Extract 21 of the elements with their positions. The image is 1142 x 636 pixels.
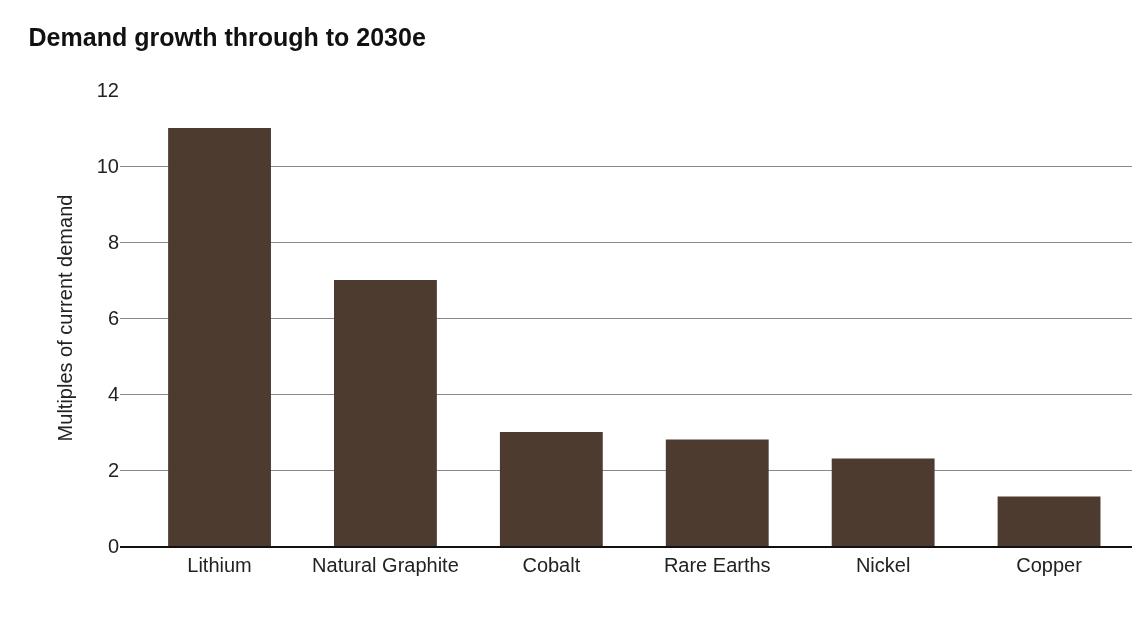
y-tick-label: 12 <box>96 79 119 101</box>
bar <box>334 280 437 546</box>
y-tick-label: 6 <box>107 307 119 329</box>
y-tick-label: 8 <box>107 231 119 253</box>
y-axis-title: Multiples of current demand <box>54 194 77 442</box>
x-tick-label: Cobalt <box>522 554 581 576</box>
chart-title: Demand growth through to 2030e <box>28 23 426 52</box>
y-tick-label: 4 <box>107 383 119 405</box>
y-tick-label: 10 <box>96 155 119 177</box>
x-tick-label: Lithium <box>187 554 252 576</box>
x-tick-label: Copper <box>1016 554 1083 576</box>
bar <box>665 439 769 546</box>
bar <box>499 432 603 546</box>
x-tick-label: Natural Graphite <box>312 554 459 576</box>
bar <box>168 128 271 546</box>
x-tick-label: Nickel <box>855 554 911 576</box>
y-tick-label: 2 <box>107 459 119 481</box>
x-tick-label: Rare Earths <box>663 554 771 576</box>
bar <box>831 458 935 546</box>
bar <box>997 496 1101 546</box>
y-tick-label: 0 <box>107 535 119 557</box>
